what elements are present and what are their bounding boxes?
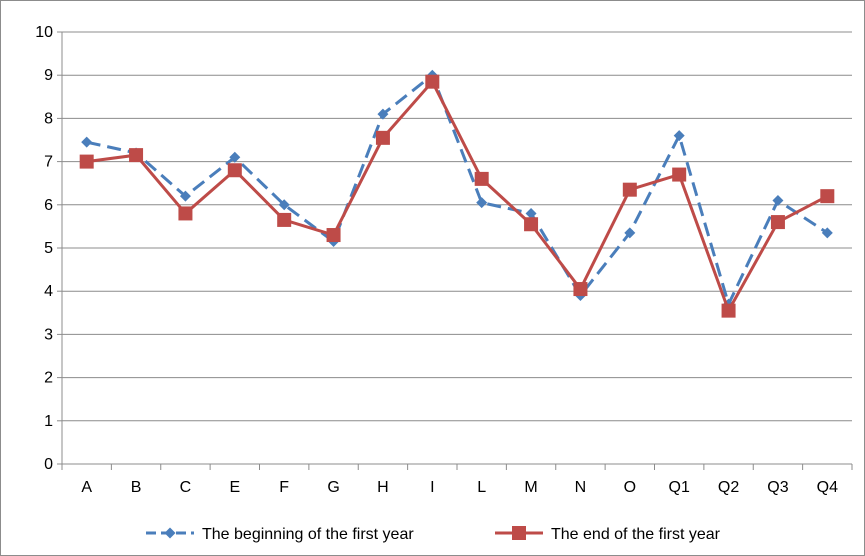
data-point-q4	[820, 189, 835, 204]
data-point-i	[425, 74, 440, 89]
y-tick-label: 10	[35, 24, 53, 41]
y-tick-labels: 0 1 2 3 4 5 6 7 8 9 10	[35, 24, 53, 473]
y-tick-label: 2	[44, 370, 53, 387]
y-tick-label: 0	[44, 456, 53, 473]
legend-entry-2: The end of the first year	[495, 526, 721, 543]
series-1	[81, 69, 833, 310]
x-tick-label-h: H	[377, 479, 389, 496]
legend-entry-1: The beginning of the first year	[146, 526, 414, 543]
data-point-h	[377, 108, 389, 120]
data-point-o	[624, 227, 636, 239]
legend-swatch-marker	[512, 526, 526, 540]
data-point-m	[524, 217, 539, 232]
data-point-c	[179, 190, 191, 202]
x-tick-label-q2: Q2	[718, 479, 739, 496]
series-2	[79, 74, 835, 318]
x-tick-label-o: O	[624, 479, 636, 496]
x-tick-label-q3: Q3	[767, 479, 788, 496]
x-tick-label-q1: Q1	[669, 479, 690, 496]
x-tick-label-g: G	[327, 479, 339, 496]
legend-swatch-marker	[164, 527, 176, 539]
x-tick-label-e: E	[229, 479, 240, 496]
series-line	[86, 73, 829, 306]
axes	[57, 31, 853, 470]
data-point-a	[81, 136, 93, 148]
data-point-e	[227, 163, 242, 178]
y-tick-label: 4	[44, 283, 53, 300]
data-point-f	[277, 212, 292, 227]
data-point-q3	[772, 194, 784, 206]
data-point-o	[622, 182, 637, 197]
x-tick-label-l: L	[477, 479, 486, 496]
data-point-q1	[673, 130, 685, 142]
y-tick-label: 7	[44, 154, 53, 171]
x-tick-label-b: B	[131, 479, 142, 496]
data-point-q1	[672, 167, 687, 182]
x-tick-labels: A B C E F G H I L M N O Q1 Q2 Q3 Q4	[81, 479, 838, 496]
x-tick-label-n: N	[575, 479, 587, 496]
data-point-n	[573, 282, 588, 297]
y-tick-label: 8	[44, 110, 53, 127]
data-point-b	[129, 148, 144, 163]
x-tick-label-m: M	[524, 479, 537, 496]
data-point-a	[79, 154, 94, 169]
series-line	[86, 80, 829, 313]
x-tick-label-c: C	[180, 479, 192, 496]
y-tick-label: 5	[44, 240, 53, 257]
data-point-q2	[721, 303, 736, 318]
data-point-e	[229, 151, 241, 163]
x-tick-label-i: I	[430, 479, 434, 496]
data-point-l	[476, 197, 488, 209]
y-tick-label: 3	[44, 326, 53, 343]
data-point-q3	[770, 215, 785, 230]
y-tick-label: 9	[44, 67, 53, 84]
y-tick-label: 1	[44, 413, 53, 430]
legend-label: The beginning of the first year	[202, 526, 414, 543]
legend-label: The end of the first year	[551, 526, 721, 543]
x-tick-label-q4: Q4	[817, 479, 838, 496]
data-point-g	[326, 228, 341, 243]
series-group	[79, 69, 835, 318]
x-tick-label-f: F	[279, 479, 289, 496]
gridlines	[62, 31, 852, 422]
legend: The beginning of the first year The end o…	[146, 526, 721, 543]
data-point-h	[375, 130, 390, 145]
y-tick-label: 6	[44, 197, 53, 214]
data-point-f	[278, 199, 290, 211]
data-point-l	[474, 171, 489, 186]
data-point-c	[178, 206, 193, 221]
x-tick-label-a: A	[81, 479, 92, 496]
data-point-q4	[821, 227, 833, 239]
data-point-m	[525, 207, 537, 219]
